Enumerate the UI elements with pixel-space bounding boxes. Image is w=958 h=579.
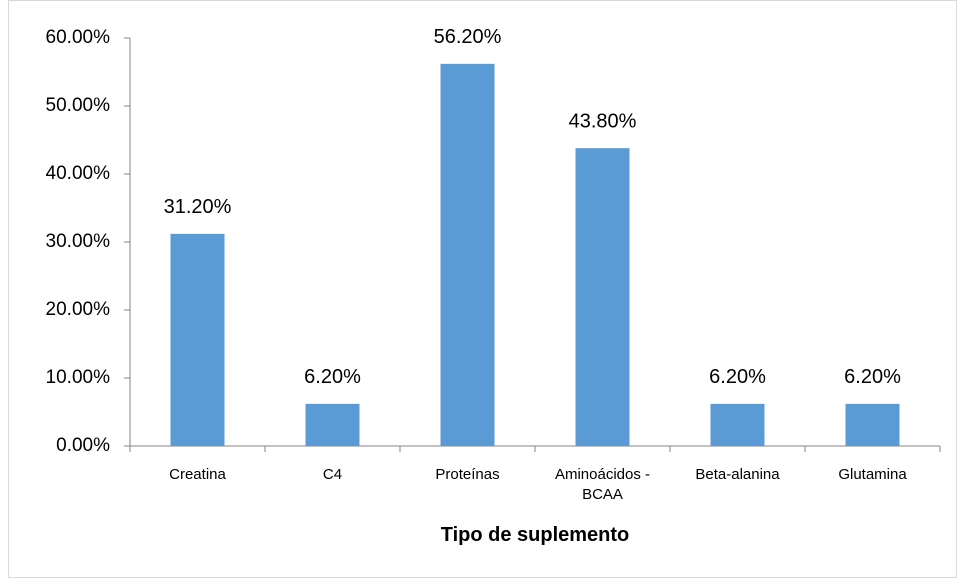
y-tick-label: 50.00%: [46, 95, 111, 116]
value-label: 6.20%: [844, 366, 901, 388]
y-tick-label: 0.00%: [56, 435, 110, 456]
bar: [710, 403, 765, 446]
y-tick-label: 60.00%: [46, 27, 111, 48]
bar: [575, 148, 630, 446]
value-label: 43.80%: [569, 110, 637, 132]
bar: [845, 403, 900, 446]
bar: [170, 233, 225, 446]
value-label: 6.20%: [304, 366, 361, 388]
y-tick-label: 20.00%: [46, 299, 111, 320]
x-tick-label: Glutamina: [838, 466, 907, 483]
x-tick-label: Creatina: [169, 466, 226, 483]
value-label: 56.20%: [434, 26, 502, 48]
x-tick-label: Aminoácidos - BCAA: [554, 466, 651, 503]
y-tick-label: 30.00%: [46, 231, 111, 252]
value-label: 31.20%: [164, 196, 232, 218]
x-tick-label: C4: [322, 466, 343, 483]
value-label: 6.20%: [709, 366, 766, 388]
x-tick-label: Proteínas: [435, 466, 500, 483]
y-tick-label: 40.00%: [46, 163, 111, 184]
x-tick-label: Beta-alanina: [695, 466, 780, 483]
bar: [440, 63, 495, 447]
chart-frame: [8, 0, 957, 578]
bar: [305, 403, 360, 446]
y-tick-label: 10.00%: [46, 367, 111, 388]
x-axis-title: Tipo de suplemento: [440, 524, 630, 546]
